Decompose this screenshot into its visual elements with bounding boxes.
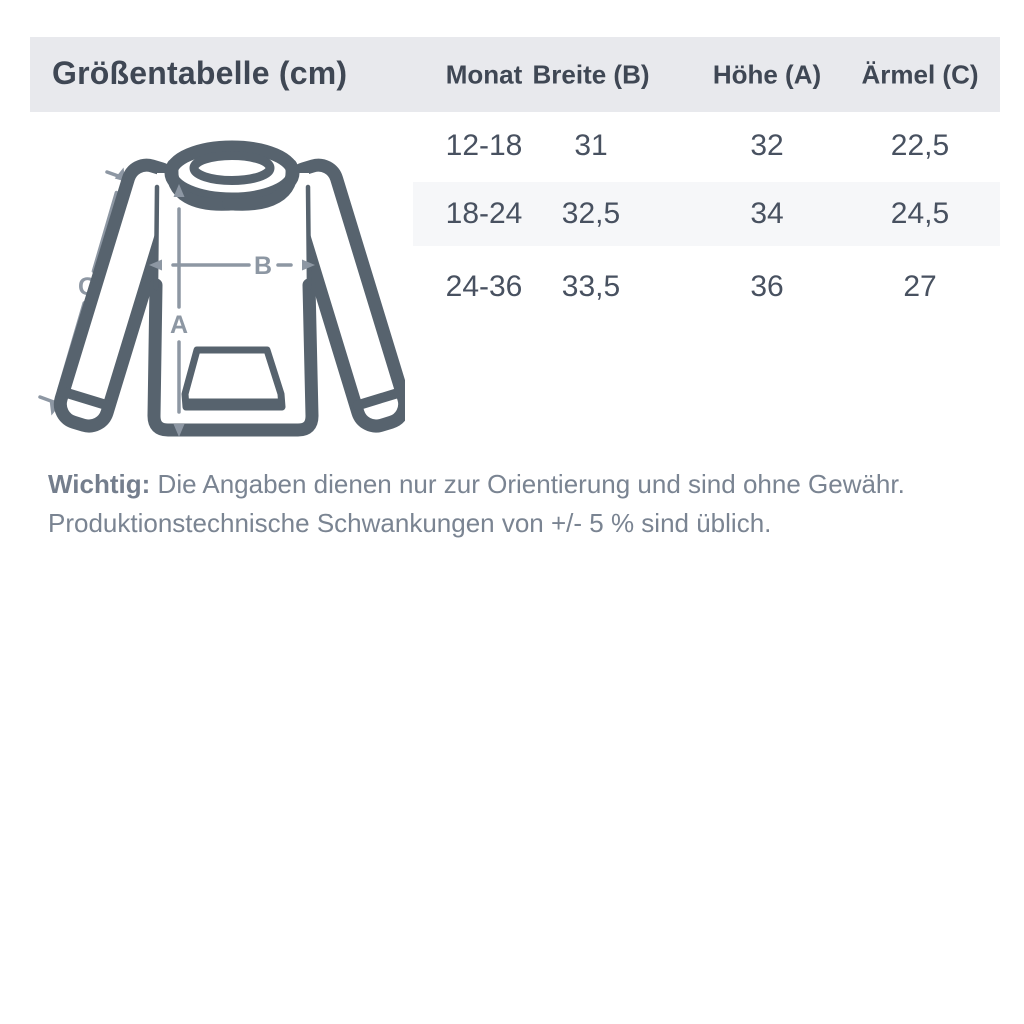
table-cell: 24,5	[890, 197, 950, 230]
column-header-breite: Breite (B)	[532, 59, 650, 90]
body-lower-outline	[147, 278, 319, 437]
label-a: A	[170, 311, 188, 339]
right-sleeve	[283, 158, 405, 433]
column-header-hoehe: Höhe (A)	[712, 59, 822, 90]
table-cell: 32,5	[561, 197, 621, 230]
hood-opening	[189, 151, 275, 185]
collar-right	[222, 159, 298, 211]
left-cuff	[60, 387, 113, 411]
right-seam	[305, 184, 312, 291]
disclaimer-note: Wichtig: Die Angaben dienen nur zur Orie…	[48, 465, 948, 543]
table-cell: 24-36	[445, 270, 523, 303]
table-cell: 36	[750, 270, 784, 303]
arrowhead-icon	[302, 259, 315, 271]
table-cell: 31	[574, 129, 608, 162]
label-b: B	[254, 252, 272, 280]
left-sleeve	[53, 158, 182, 433]
column-header-monat: Monat	[445, 59, 523, 90]
arrowhead-icon	[173, 184, 185, 197]
table-cell: 12-18	[445, 129, 523, 162]
table-cell: 22,5	[890, 129, 950, 162]
table-cell: 18-24	[445, 197, 523, 230]
table-header-band	[30, 37, 1000, 112]
width-dimension-b: B	[149, 252, 315, 280]
arrowhead-icon	[149, 259, 162, 271]
column-header-aermel: Ärmel (C)	[861, 59, 979, 90]
arrowhead-icon	[173, 424, 185, 437]
right-cuff	[352, 387, 405, 411]
table-cell: 32	[750, 129, 784, 162]
page-title: Größentabelle (cm)	[52, 55, 348, 92]
disclaimer-line2: Produktionstechnische Schwankungen von +…	[48, 508, 772, 538]
disclaimer-line1: Die Angaben dienen nur zur Orientierung …	[157, 469, 905, 499]
table-cell: 27	[903, 270, 937, 303]
hoodie-measurement-diagram: C	[38, 140, 405, 437]
kangaroo-pocket	[181, 346, 286, 411]
table-row-stripe	[413, 182, 1000, 246]
table-cell: 34	[750, 197, 784, 230]
dimension-line	[91, 190, 119, 273]
table-cell: 33,5	[561, 270, 621, 303]
left-seam	[153, 184, 160, 291]
height-dimension-a: A	[170, 184, 188, 437]
hoodie-outline	[53, 140, 405, 437]
disclaimer-label: Wichtig:	[48, 469, 151, 499]
